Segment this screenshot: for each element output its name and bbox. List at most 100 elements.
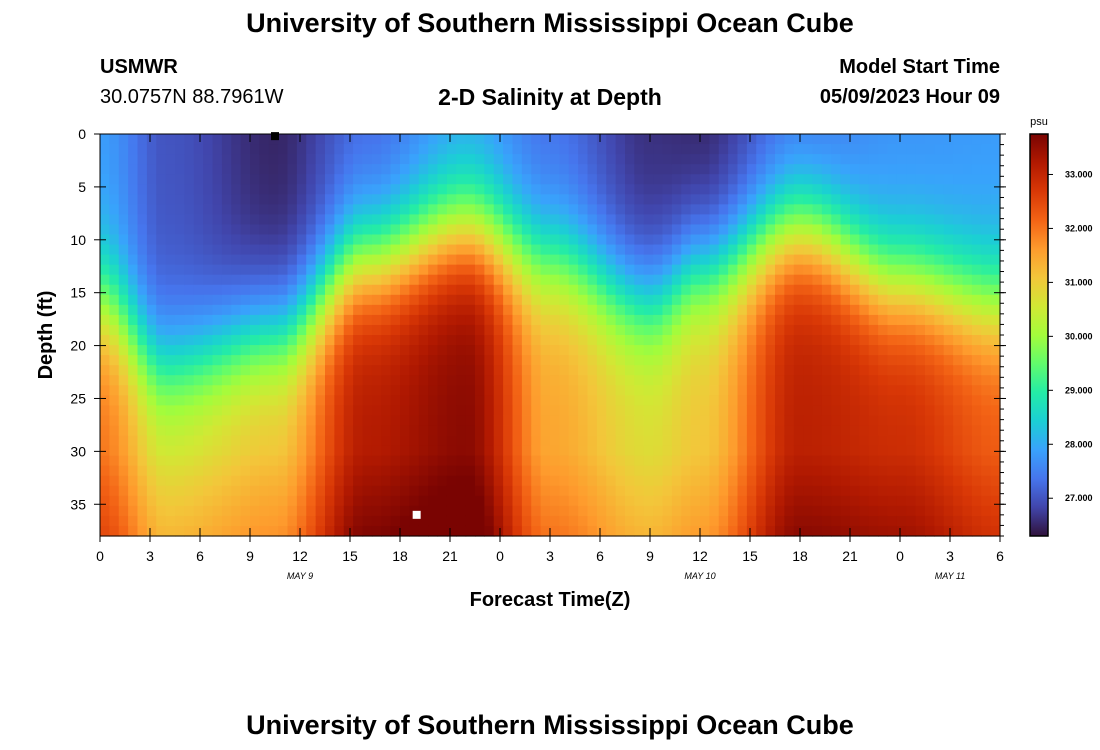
heatmap-cell: [625, 385, 635, 396]
heatmap-cell: [353, 475, 364, 487]
heatmap-cell: [765, 425, 776, 437]
heatmap-cell: [775, 415, 785, 427]
heatmap-cell: [850, 214, 860, 226]
heatmap-cell: [493, 375, 504, 386]
heatmap-cell: [803, 174, 814, 185]
heatmap-cell: [634, 415, 645, 427]
heatmap-cell: [428, 335, 439, 346]
heatmap-cell: [765, 204, 776, 215]
heatmap-cell: [718, 184, 729, 195]
heatmap-cell: [990, 475, 1001, 487]
heatmap-cell: [859, 345, 870, 356]
heatmap-cell: [315, 415, 326, 427]
heatmap-cell: [812, 314, 823, 326]
heatmap-cell: [793, 324, 804, 336]
heatmap-cell: [118, 425, 129, 437]
heatmap-cell: [821, 244, 832, 256]
heatmap-cell: [231, 405, 242, 416]
heatmap-cell: [925, 525, 935, 537]
heatmap-cell: [484, 294, 495, 306]
x-tick-label: 18: [392, 548, 408, 564]
heatmap-cell: [137, 395, 148, 406]
heatmap-cell: [221, 365, 232, 376]
heatmap-cell: [812, 435, 823, 447]
heatmap-cell: [428, 455, 439, 467]
heatmap-cell: [531, 335, 542, 346]
heatmap-cell: [390, 395, 401, 406]
heatmap-cell: [400, 234, 410, 246]
heatmap-cell: [634, 214, 645, 226]
heatmap-cell: [100, 515, 110, 527]
heatmap-cell: [606, 254, 617, 266]
heatmap-cell: [287, 365, 298, 376]
heatmap-cell: [550, 184, 560, 195]
heatmap-cell: [296, 415, 307, 427]
heatmap-cell: [100, 455, 110, 467]
heatmap-cell: [343, 375, 354, 386]
heatmap-cell: [268, 505, 279, 517]
heatmap-cell: [221, 174, 232, 185]
heatmap-cell: [971, 184, 982, 195]
heatmap-cell: [887, 405, 898, 416]
heatmap-cell: [840, 415, 851, 427]
heatmap-cell: [793, 345, 804, 356]
heatmap-cell: [531, 375, 542, 386]
heatmap-cell: [353, 405, 364, 416]
heatmap-cell: [521, 425, 532, 437]
heatmap-cell: [812, 375, 823, 386]
heatmap-cell: [128, 485, 139, 497]
heatmap-cell: [203, 395, 214, 406]
heatmap-cell: [109, 335, 120, 346]
heatmap-cell: [465, 335, 476, 346]
heatmap-cell: [756, 234, 767, 246]
heatmap-cell: [915, 254, 926, 266]
heatmap-cell: [428, 134, 439, 145]
heatmap-cell: [137, 134, 148, 145]
heatmap-cell: [343, 164, 354, 175]
heatmap-cell: [718, 274, 729, 286]
heatmap-cell: [718, 355, 729, 366]
heatmap-cell: [484, 174, 495, 185]
heatmap-cell: [634, 274, 645, 286]
heatmap-cell: [428, 174, 439, 185]
heatmap-cell: [896, 495, 907, 507]
heatmap-cell: [250, 425, 260, 437]
heatmap-cell: [868, 375, 879, 386]
heatmap-cell: [268, 234, 279, 246]
heatmap-cell: [437, 345, 448, 356]
heatmap-cell: [315, 345, 326, 356]
heatmap-cell: [137, 244, 148, 256]
heatmap-cell: [418, 335, 429, 346]
heatmap-cell: [690, 355, 701, 366]
heatmap-cell: [137, 254, 148, 266]
heatmap-cell: [925, 365, 935, 376]
heatmap-cell: [812, 284, 823, 296]
heatmap-cell: [109, 264, 120, 276]
heatmap-cell: [803, 304, 814, 316]
heatmap-cell: [859, 435, 870, 447]
heatmap-cell: [596, 204, 607, 215]
heatmap-cell: [250, 264, 260, 276]
heatmap-cell: [118, 415, 129, 427]
heatmap-cell: [728, 204, 739, 215]
heatmap-cell: [690, 465, 701, 477]
heatmap-cell: [100, 134, 110, 145]
heatmap-cell: [953, 194, 964, 205]
heatmap-cell: [484, 204, 495, 215]
heatmap-cell: [325, 294, 335, 306]
heatmap-cell: [512, 495, 523, 507]
heatmap-cell: [981, 495, 992, 507]
heatmap-cell: [493, 294, 504, 306]
heatmap-cell: [521, 495, 532, 507]
heatmap-cell: [971, 365, 982, 376]
heatmap-cell: [381, 415, 392, 427]
heatmap-cell: [306, 194, 317, 205]
heatmap-cell: [859, 425, 870, 437]
heatmap-cell: [550, 505, 560, 517]
heatmap-cell: [962, 264, 973, 276]
heatmap-cell: [390, 194, 401, 205]
heatmap-cell: [100, 485, 110, 497]
heatmap-cell: [371, 154, 382, 165]
heatmap-cell: [896, 164, 907, 175]
heatmap-cell: [400, 214, 410, 226]
